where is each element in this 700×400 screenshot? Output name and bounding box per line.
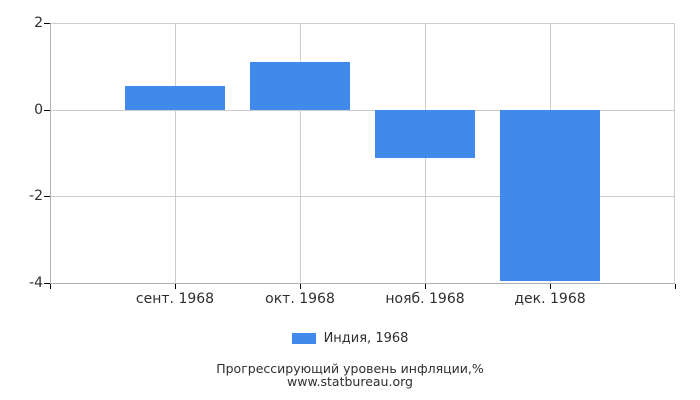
plot-area xyxy=(50,23,675,284)
legend-swatch xyxy=(291,333,316,344)
x-axis-label: нояб. 1968 xyxy=(385,291,465,307)
chart-source-url: www.statbureau.org xyxy=(287,374,413,389)
y-tick xyxy=(44,23,50,24)
chart-bar xyxy=(125,86,225,110)
y-axis-label: 0 xyxy=(34,101,43,118)
v-gridline xyxy=(674,23,675,283)
x-tick xyxy=(175,284,176,289)
y-axis-label: 2 xyxy=(34,15,43,31)
chart-bar xyxy=(500,110,600,281)
y-tick xyxy=(44,196,50,198)
x-tick xyxy=(550,284,551,289)
chart-footer: Прогрессирующий уровень инфляции,% www.s… xyxy=(0,361,700,389)
chart-bar xyxy=(250,62,350,110)
x-axis-label: дек. 1968 xyxy=(514,291,586,307)
chart-bar xyxy=(375,110,475,158)
v-gridline xyxy=(175,23,176,283)
y-tick xyxy=(44,283,50,284)
h-gridline xyxy=(50,196,675,198)
h-gridline xyxy=(50,23,675,24)
x-tick xyxy=(675,284,676,289)
x-axis-label: окт. 1968 xyxy=(265,291,335,307)
y-axis-label: -2 xyxy=(29,188,43,205)
y-axis-label: -4 xyxy=(29,275,43,291)
x-tick xyxy=(425,284,426,289)
y-tick xyxy=(44,109,50,111)
v-gridline xyxy=(300,23,301,283)
x-tick xyxy=(300,284,301,289)
legend-label: Индия, 1968 xyxy=(323,331,409,346)
x-axis-line xyxy=(50,283,675,284)
x-axis-label: сент. 1968 xyxy=(135,291,215,307)
x-tick xyxy=(50,284,51,289)
y-axis-line xyxy=(50,23,51,283)
chart-title: Прогрессирующий уровень инфляции,% xyxy=(216,361,484,376)
h-gridline xyxy=(50,109,675,111)
legend: Индия, 1968 xyxy=(0,331,700,346)
